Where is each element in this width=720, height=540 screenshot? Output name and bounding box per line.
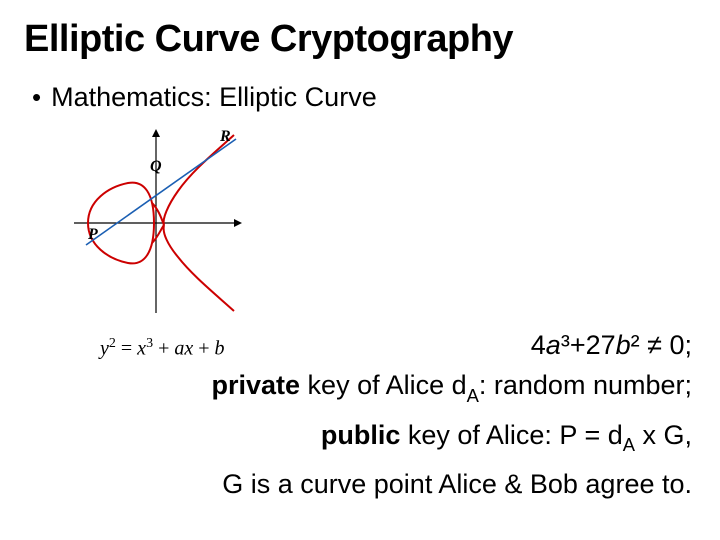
elliptic-curve-figure: P Q R [64,125,244,325]
curve-right-lower [164,225,234,311]
line-private-key: private key of Alice dA: random number; [28,365,692,414]
l3-rest2: x G, [635,420,692,450]
slide-title: Elliptic Curve Cryptography [24,18,696,61]
x-axis-arrow [234,219,242,227]
line-discriminant: 4a³+27b² ≠ 0; [28,325,692,365]
bullet-text: Mathematics: Elliptic Curve [51,79,377,115]
l3-sub: A [623,434,635,455]
l1-post: ² ≠ 0; [631,330,692,360]
l2-sub: A [467,385,479,406]
text-block: 4a³+27b² ≠ 0; private key of Alice dA: r… [28,325,692,504]
l3-rest1: key of Alice: P = d [400,420,622,450]
l3-bold: public [321,420,401,450]
l1-b: b [616,330,631,360]
label-p: P [87,226,98,243]
l2-bold: private [212,370,301,400]
slide: Elliptic Curve Cryptography • Mathematic… [0,0,720,540]
label-q: Q [150,158,162,175]
l2-rest2: : random number; [479,370,692,400]
bullet-marker: • [32,79,41,115]
bullet-item: • Mathematics: Elliptic Curve [32,79,696,115]
line-public-key: public key of Alice: P = dA x G, [28,415,692,464]
l4-text: G is a curve point Alice & Bob agree to. [222,469,692,499]
l1-pre: 4 [531,330,546,360]
l1-a: a [546,330,561,360]
l1-mid: ³+27 [561,330,616,360]
y-axis-arrow [152,129,160,137]
l2-rest1: key of Alice d [300,370,467,400]
line-generator: G is a curve point Alice & Bob agree to. [28,464,692,504]
label-r: R [219,128,231,145]
